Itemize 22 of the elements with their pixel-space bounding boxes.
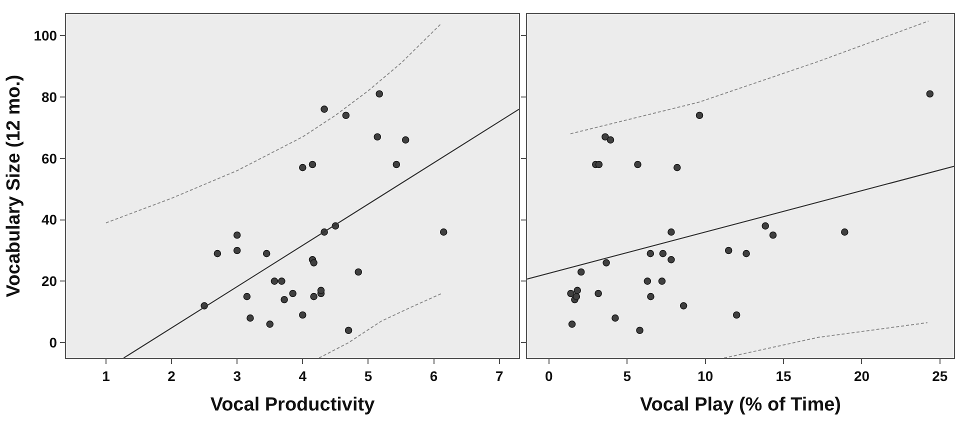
y-tick-label: 100 — [34, 27, 58, 44]
x-tick-label: 25 — [932, 368, 948, 384]
x-tick-label: 6 — [430, 368, 438, 384]
x-tick-label: 20 — [854, 368, 870, 384]
x-tick-label: 3 — [233, 368, 242, 384]
x-tick-label: 7 — [495, 368, 504, 384]
y-tick-label: 80 — [42, 88, 58, 105]
x-axis-title: Vocal Productivity — [210, 394, 376, 416]
y-tick-label: 0 — [49, 334, 58, 351]
y-tick-label: 60 — [42, 150, 58, 166]
x-tick-label: 15 — [776, 368, 792, 384]
x-tick-label: 1 — [102, 368, 110, 384]
x-tick-label: 2 — [168, 368, 176, 384]
y-tick-label: 40 — [42, 212, 58, 228]
x-tick-label: 5 — [364, 368, 372, 384]
x-tick-label: 0 — [545, 368, 553, 384]
x-tick-label: 5 — [623, 368, 632, 384]
x-axis-title: Vocal Play (% of Time) — [640, 394, 841, 416]
y-axis-title: Vocabulary Size (12 mo.) — [4, 74, 25, 298]
y-tick-label: 20 — [42, 273, 58, 290]
x-tick-label: 10 — [698, 368, 714, 384]
x-tick-label: 4 — [298, 368, 307, 384]
